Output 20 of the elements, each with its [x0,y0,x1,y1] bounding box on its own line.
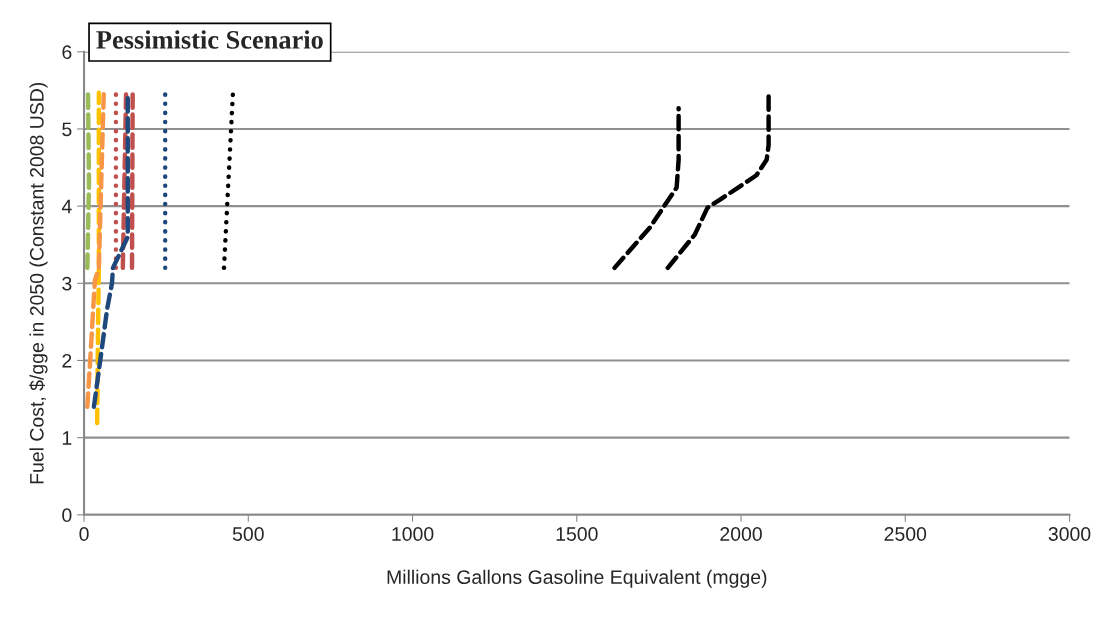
line-series [94,90,102,426]
y-tick-label: 3 [62,276,72,291]
line-series [612,105,681,271]
x-tick-label: 500 [232,527,264,541]
y-tick-label: 5 [62,122,72,137]
x-tick-label: 2500 [884,527,927,541]
line-series [85,90,106,409]
x-axis-title: Millions Gallons Gasoline Equivalent (mgge) [387,569,767,588]
x-tick-label: 3000 [1048,527,1091,541]
x-tick-label: 1000 [392,527,434,541]
x-tick-label: 2000 [720,527,762,541]
x-tick-label: 0 [79,527,89,541]
chart-title: Pessimistic Scenario [96,30,323,49]
y-tick-label: 1 [62,431,72,445]
y-tick-label: 6 [62,45,72,60]
y-tick-label: 0 [62,508,72,523]
y-tick-label: 2 [62,353,72,368]
y-axis-title: Fuel Cost, $/gge in 2050 (Constant 2008 USD) [29,82,48,484]
x-tick-label: 1500 [556,527,598,541]
y-tick-label: 4 [61,199,72,214]
